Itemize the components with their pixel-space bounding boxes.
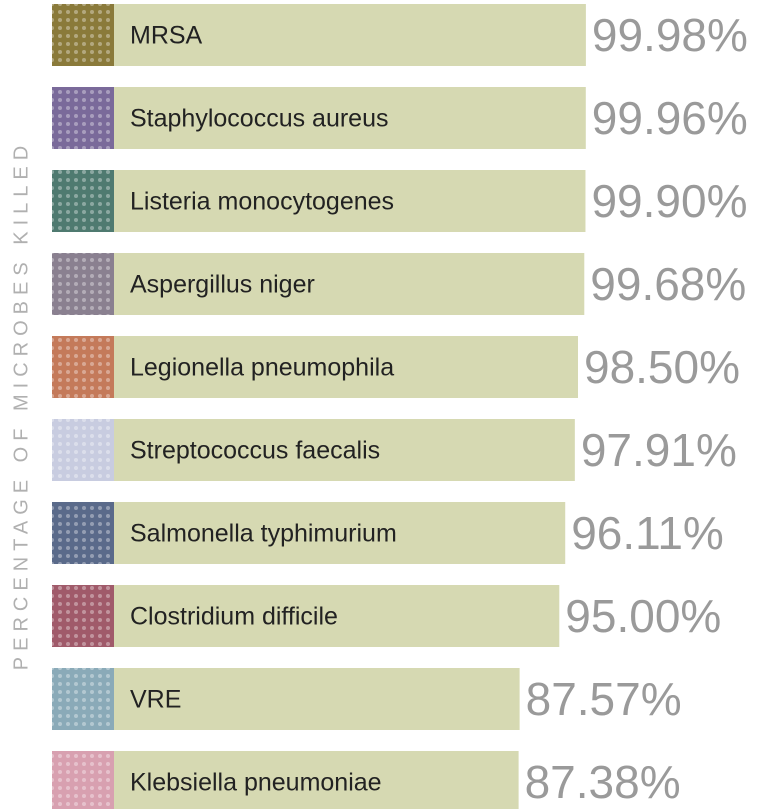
thumbnail-texture (52, 419, 114, 481)
value-label: 96.11% (571, 507, 724, 559)
value-label: 99.90% (591, 175, 747, 227)
category-label: Legionella pneumophila (130, 354, 394, 382)
thumbnail-texture (52, 253, 114, 315)
category-label: Klebsiella pneumoniae (130, 769, 382, 797)
thumbnail-texture (52, 87, 114, 149)
value-label: 98.50% (584, 341, 740, 393)
value-label: 99.68% (590, 258, 746, 310)
bar (52, 668, 520, 730)
value-label: 97.91% (581, 424, 737, 476)
thumbnail-texture (52, 751, 114, 809)
category-label: MRSA (130, 22, 203, 50)
category-label: Listeria monocytogenes (130, 188, 394, 216)
category-label: Clostridium difficile (130, 603, 338, 631)
value-label: 99.96% (592, 92, 748, 144)
category-label: VRE (130, 686, 181, 714)
thumbnail-texture (52, 170, 114, 232)
value-label: 87.38% (525, 756, 681, 808)
thumbnail-texture (52, 668, 114, 730)
value-label: 95.00% (565, 590, 721, 642)
y-axis-label: PERCENTAGE OF MICROBES KILLED (10, 140, 32, 670)
thumbnail-texture (52, 502, 114, 564)
thumbnail-texture (52, 4, 114, 66)
chart: PERCENTAGE OF MICROBES KILLED MRSA 99.98%… (0, 0, 760, 809)
value-label: 99.98% (592, 9, 748, 61)
value-label: 87.57% (526, 673, 682, 725)
category-label: Aspergillus niger (130, 271, 315, 299)
category-label: Salmonella typhimurium (130, 520, 397, 548)
category-label: Staphylococcus aureus (130, 105, 388, 133)
category-label: Streptococcus faecalis (130, 437, 380, 465)
thumbnail-texture (52, 336, 114, 398)
thumbnail-texture (52, 585, 114, 647)
